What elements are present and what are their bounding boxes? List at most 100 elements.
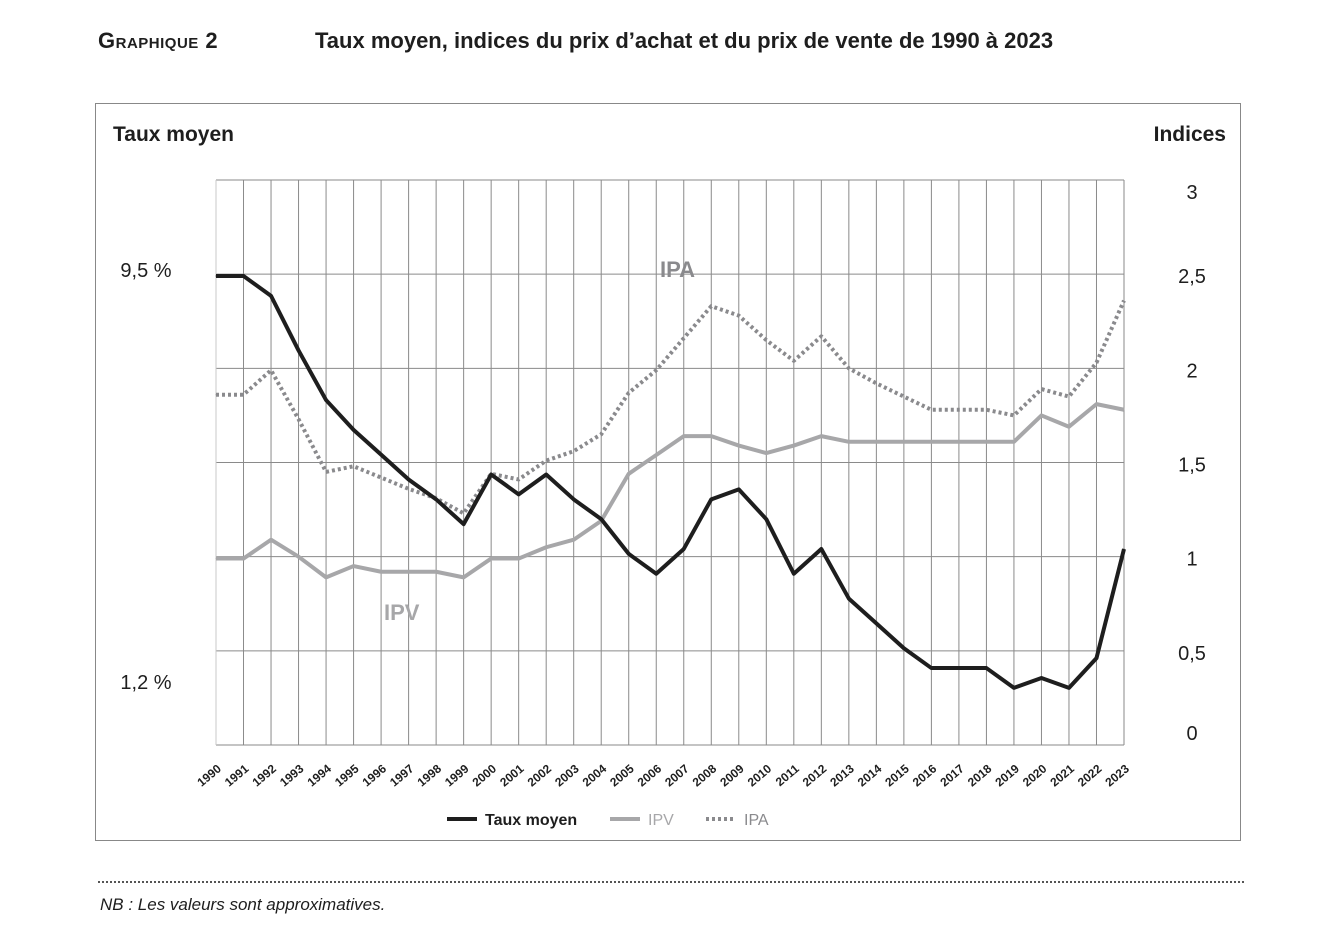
series-line-ipa xyxy=(216,299,1126,516)
x-tick-label: 2022 xyxy=(1075,761,1105,789)
x-tick-label: 2013 xyxy=(827,761,857,789)
x-tick-label: 2020 xyxy=(1020,761,1050,789)
x-tick-label: 2010 xyxy=(745,761,775,789)
data-point xyxy=(820,548,822,550)
x-tick-label: 2015 xyxy=(882,761,912,789)
data-point xyxy=(490,474,492,476)
data-point xyxy=(518,558,520,560)
data-point xyxy=(270,295,272,297)
data-point xyxy=(738,488,740,490)
data-point xyxy=(243,275,245,277)
data-point xyxy=(1068,426,1070,428)
x-tick-label: 1993 xyxy=(277,761,307,789)
data-point xyxy=(683,435,685,437)
x-tick-label: 2009 xyxy=(717,761,747,789)
data-point xyxy=(985,441,987,443)
data-point xyxy=(875,382,877,384)
data-point xyxy=(243,558,245,560)
data-point xyxy=(903,441,905,443)
data-point xyxy=(1040,677,1042,679)
legend-label: Taux moyen xyxy=(485,812,577,829)
data-point xyxy=(765,339,767,341)
series-line-ipv xyxy=(216,402,1125,580)
footnote: NB : Les valeurs sont approximatives. xyxy=(100,895,386,914)
data-point xyxy=(738,445,740,447)
data-point xyxy=(573,450,575,452)
data-point xyxy=(463,576,465,578)
x-tick-label: 2001 xyxy=(497,761,527,789)
left-tick-label: 9,5 % xyxy=(120,260,171,282)
data-point xyxy=(628,392,630,394)
right-tick-label: 1 xyxy=(1186,549,1197,571)
data-point xyxy=(793,573,795,575)
data-point xyxy=(408,571,410,573)
right-tick-label: 1,5 xyxy=(1178,455,1206,477)
data-point xyxy=(1013,687,1015,689)
data-point xyxy=(930,409,932,411)
ipa-annotation: IPA xyxy=(660,257,695,282)
data-point xyxy=(875,441,877,443)
data-point xyxy=(655,454,657,456)
x-tick-label: 2000 xyxy=(470,761,500,789)
x-tick-label: 1991 xyxy=(222,761,252,789)
x-tick-label: 1992 xyxy=(250,761,280,789)
data-point xyxy=(710,498,712,500)
x-tick-label: 2007 xyxy=(662,761,692,789)
data-point xyxy=(298,556,300,558)
ipv-annotation: IPV xyxy=(384,600,420,625)
data-point xyxy=(1040,388,1042,390)
data-point xyxy=(325,576,327,578)
data-point xyxy=(985,667,987,669)
x-tick-label: 2023 xyxy=(1102,761,1132,789)
data-point xyxy=(1123,548,1125,550)
data-point xyxy=(930,441,932,443)
data-point xyxy=(545,460,547,462)
data-point xyxy=(518,493,520,495)
right-tick-label: 3 xyxy=(1186,182,1197,204)
x-tick-label: 1998 xyxy=(415,761,445,789)
data-point xyxy=(1068,396,1070,398)
line-chart: Taux moyen Indices 0 0,5 1 1,5 2 2,5 3 9,5 % 1,2 %… xyxy=(113,123,1226,829)
data-point xyxy=(600,433,602,435)
data-point xyxy=(683,337,685,339)
data-point xyxy=(435,571,437,573)
data-point xyxy=(353,565,355,567)
data-point xyxy=(215,558,217,560)
data-point xyxy=(683,548,685,550)
data-point xyxy=(958,667,960,669)
data-point xyxy=(820,335,822,337)
data-point xyxy=(325,471,327,473)
data-point xyxy=(655,573,657,575)
data-point xyxy=(710,435,712,437)
right-tick-label: 0 xyxy=(1186,723,1197,745)
data-point xyxy=(765,452,767,454)
x-tick-label: 1994 xyxy=(305,761,335,789)
x-tick-label: 2004 xyxy=(580,761,610,789)
x-tick-label: 1996 xyxy=(360,761,390,789)
chart-frame xyxy=(95,103,1241,841)
data-point xyxy=(408,478,410,480)
data-point xyxy=(1040,414,1042,416)
x-tick-label: 2005 xyxy=(607,761,637,789)
data-point xyxy=(215,275,217,277)
data-point xyxy=(793,360,795,362)
data-point xyxy=(490,558,492,560)
data-point xyxy=(573,498,575,500)
figure-number: Graphique 2 xyxy=(98,28,219,53)
data-point xyxy=(1013,441,1015,443)
x-tick-label: 2008 xyxy=(690,761,720,789)
data-point xyxy=(215,394,217,396)
x-tick-label: 2011 xyxy=(773,761,802,789)
data-point xyxy=(1095,362,1097,364)
data-point xyxy=(738,315,740,317)
data-point xyxy=(463,512,465,514)
data-point xyxy=(298,349,300,351)
data-point xyxy=(518,478,520,480)
data-point xyxy=(380,571,382,573)
data-point xyxy=(380,477,382,479)
series-line-taux-moyen xyxy=(216,274,1126,690)
x-tick-label: 1995 xyxy=(332,761,362,789)
data-point xyxy=(325,399,327,401)
data-point xyxy=(435,498,437,500)
data-point xyxy=(270,539,272,541)
